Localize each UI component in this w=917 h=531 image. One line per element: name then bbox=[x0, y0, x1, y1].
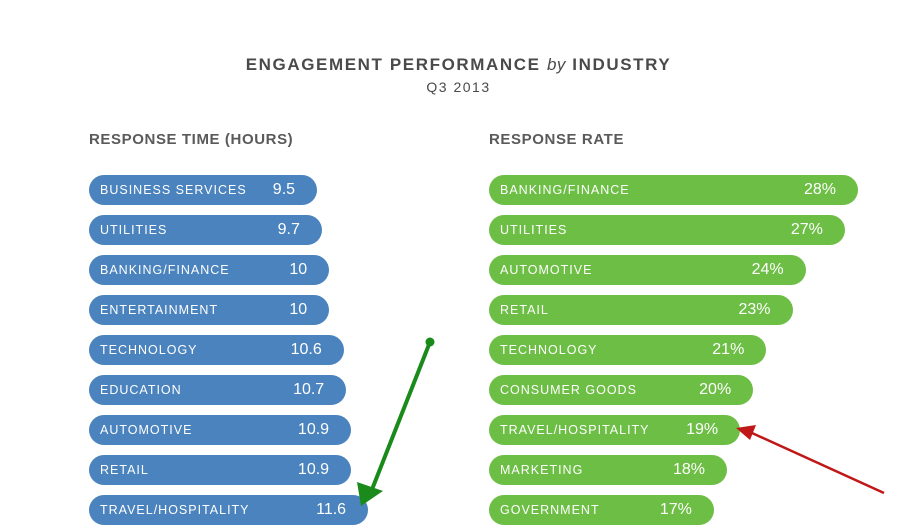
response-rate-category-label: MARKETING bbox=[500, 463, 584, 477]
response-rate-category-label: AUTOMOTIVE bbox=[500, 263, 593, 277]
response-rate-value-label: 19% bbox=[686, 421, 719, 438]
response-time-bar: BANKING/FINANCE 10 bbox=[89, 255, 330, 285]
response-rate-bar: CONSUMER GOODS 20% bbox=[489, 375, 754, 405]
response-time-category-label: RETAIL bbox=[100, 463, 149, 477]
response-time-bar: ENTERTAINMENT 10 bbox=[89, 295, 330, 325]
response-rate-value-label: 18% bbox=[672, 461, 705, 478]
response-rate-value-label: 28% bbox=[803, 181, 836, 198]
response-time-category-label: UTILITIES bbox=[100, 223, 168, 237]
response-time-category-label: AUTOMOTIVE bbox=[100, 423, 193, 437]
response-time-category-label: EDUCATION bbox=[100, 383, 182, 397]
response-time-category-label: TECHNOLOGY bbox=[100, 343, 198, 357]
response-rate-category-label: TECHNOLOGY bbox=[500, 343, 598, 357]
response-rate-value-label: 24% bbox=[751, 261, 784, 278]
title-main: ENGAGEMENT PERFORMANCE bbox=[245, 55, 541, 74]
response-rate-bar: TECHNOLOGY 21% bbox=[489, 335, 767, 365]
red-arrow-icon bbox=[736, 425, 885, 495]
response-rate-value-label: 17% bbox=[659, 501, 692, 518]
response-time-category-label: TRAVEL/HOSPITALITY bbox=[100, 503, 250, 517]
response-time-value-label: 10.6 bbox=[290, 341, 322, 358]
response-rate-category-label: CONSUMER GOODS bbox=[500, 383, 637, 397]
response-rate-title: RESPONSE RATE bbox=[489, 131, 625, 148]
response-rate-category-label: GOVERNMENT bbox=[500, 503, 600, 517]
response-rate-bar: AUTOMOTIVE 24% bbox=[489, 255, 806, 285]
response-rate-value-label: 20% bbox=[699, 381, 732, 398]
response-rate-bar: RETAIL 23% bbox=[489, 295, 793, 325]
response-time-title: RESPONSE TIME (HOURS) bbox=[89, 131, 294, 148]
response-time-bar: TECHNOLOGY 10.6 bbox=[89, 335, 344, 365]
response-rate-category-label: RETAIL bbox=[500, 303, 549, 317]
chart-title: ENGAGEMENT PERFORMANCE by INDUSTRY bbox=[0, 55, 917, 75]
response-time-value-label: 9.7 bbox=[277, 221, 300, 238]
response-time-value-label: 10.9 bbox=[297, 421, 330, 438]
chart-subtitle: Q3 2013 bbox=[426, 79, 491, 95]
response-time-category-label: BUSINESS SERVICES bbox=[100, 183, 247, 197]
response-time-value-label: 10 bbox=[289, 261, 308, 278]
response-time-value-label: 11.6 bbox=[316, 501, 347, 518]
response-time-bar: UTILITIES 9.7 bbox=[89, 215, 322, 245]
response-rate-category-label: UTILITIES bbox=[500, 223, 568, 237]
response-rate-bar: TRAVEL/HOSPITALITY 19% bbox=[489, 415, 741, 445]
response-time-bar: TRAVEL/HOSPITALITY 11.6 bbox=[89, 495, 369, 525]
response-time-bar: BUSINESS SERVICES 9.5 bbox=[89, 175, 318, 205]
response-time-bar: RETAIL 10.9 bbox=[89, 455, 352, 485]
response-rate-bar: GOVERNMENT 17% bbox=[489, 495, 714, 525]
response-rate-category-label: TRAVEL/HOSPITALITY bbox=[500, 423, 650, 437]
title-end: INDUSTRY bbox=[572, 55, 672, 74]
response-time-bar: AUTOMOTIVE 10.9 bbox=[89, 415, 352, 445]
response-rate-value-label: 23% bbox=[738, 301, 771, 318]
response-time-value-label: 10 bbox=[289, 301, 308, 318]
response-time-category-label: ENTERTAINMENT bbox=[100, 303, 219, 317]
response-rate-bar: MARKETING 18% bbox=[489, 455, 727, 485]
response-time-value-label: 10.9 bbox=[297, 461, 330, 478]
response-time-category-label: BANKING/FINANCE bbox=[100, 263, 230, 277]
response-time-value-label: 10.7 bbox=[293, 381, 325, 398]
response-rate-category-label: BANKING/FINANCE bbox=[500, 183, 630, 197]
response-rate-bar: BANKING/FINANCE 28% bbox=[489, 175, 858, 205]
response-rate-bar: UTILITIES 27% bbox=[489, 215, 845, 245]
response-time-bar: EDUCATION 10.7 bbox=[89, 375, 347, 405]
green-arrow-icon bbox=[357, 337, 435, 506]
response-rate-value-label: 27% bbox=[790, 221, 823, 238]
response-rate-value-label: 21% bbox=[712, 341, 745, 358]
response-time-value-label: 9.5 bbox=[272, 181, 296, 198]
title-by: by bbox=[546, 55, 566, 74]
